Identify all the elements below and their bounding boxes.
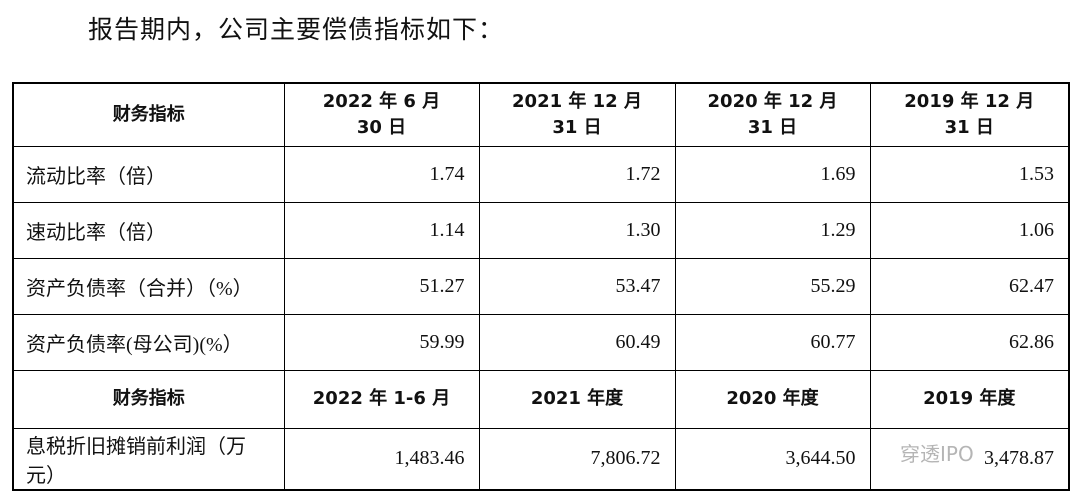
value-cell: 62.86 (869, 313, 1070, 371)
header-cell: 财务指标 (12, 82, 285, 147)
solvency-table: 财务指标 2022 年 6 月 30 日 2021 年 12 月 31 日 2020 … (12, 82, 1070, 491)
value-cell: 60.77 (674, 313, 871, 371)
value-cell: 59.99 (283, 313, 480, 371)
header-cell: 2021 年度 (478, 369, 676, 429)
value-cell: 1.30 (478, 201, 676, 259)
header-cell: 2022 年 6 月 30 日 (283, 82, 480, 147)
row-label: 速动比率（倍） (12, 201, 285, 259)
table-row: 流动比率（倍） 1.74 1.72 1.69 1.53 (12, 145, 1070, 203)
header-cell: 2022 年 1-6 月 (283, 369, 480, 429)
table-row: 息税折旧摊销前利润（万元） 1,483.46 7,806.72 3,644.50 3,4… (12, 427, 1070, 491)
table-row: 资产负债率（合并）（%） 51.27 53.47 55.29 62.47 (12, 257, 1070, 315)
value-cell: 1.53 (869, 145, 1070, 203)
value-cell: 1.29 (674, 201, 871, 259)
value-cell: 60.49 (478, 313, 676, 371)
row-label: 流动比率（倍） (12, 145, 285, 203)
value-cell: 1.74 (283, 145, 480, 203)
intro-text: 报告期内，公司主要偿债指标如下： (88, 17, 505, 44)
value-cell: 51.27 (283, 257, 480, 315)
value-cell: 3,644.50 (674, 427, 871, 491)
table-body: 财务指标 2022 年 6 月 30 日 2021 年 12 月 31 日 2020 … (12, 82, 1070, 491)
table-row: 财务指标 2022 年 1-6 月 2021 年度 2020 年度 2019 年度 (12, 369, 1070, 429)
table-row: 资产负债率(母公司)(%） 59.99 60.49 60.77 62.86 (12, 313, 1070, 371)
value-cell: 53.47 (478, 257, 676, 315)
value-cell: 1,483.46 (283, 427, 480, 491)
table-row: 速动比率（倍） 1.14 1.30 1.29 1.06 (12, 201, 1070, 259)
value-cell: 7,806.72 (478, 427, 676, 491)
value-cell: 62.47 (869, 257, 1070, 315)
row-label: 资产负债率(母公司)(%） (12, 313, 285, 371)
header-cell: 2020 年度 (674, 369, 871, 429)
table-row: 财务指标 2022 年 6 月 30 日 2021 年 12 月 31 日 2020 … (12, 82, 1070, 147)
value-cell: 1.06 (869, 201, 1070, 259)
value-cell: 55.29 (674, 257, 871, 315)
watermark: 穿透IPO (900, 442, 974, 466)
header-cell: 2019 年 12 月 31 日 (869, 82, 1070, 147)
header-cell: 2020 年 12 月 31 日 (674, 82, 871, 147)
value-cell: 1.69 (674, 145, 871, 203)
header-cell: 财务指标 (12, 369, 285, 429)
header-cell: 2021 年 12 月 31 日 (478, 82, 676, 147)
value-cell: 1.14 (283, 201, 480, 259)
header-cell: 2019 年度 (869, 369, 1070, 429)
row-label: 资产负债率（合并）（%） (12, 257, 285, 315)
row-label: 息税折旧摊销前利润（万元） (12, 427, 285, 491)
value-cell: 3,478.87 (869, 427, 1070, 491)
value-cell: 1.72 (478, 145, 676, 203)
